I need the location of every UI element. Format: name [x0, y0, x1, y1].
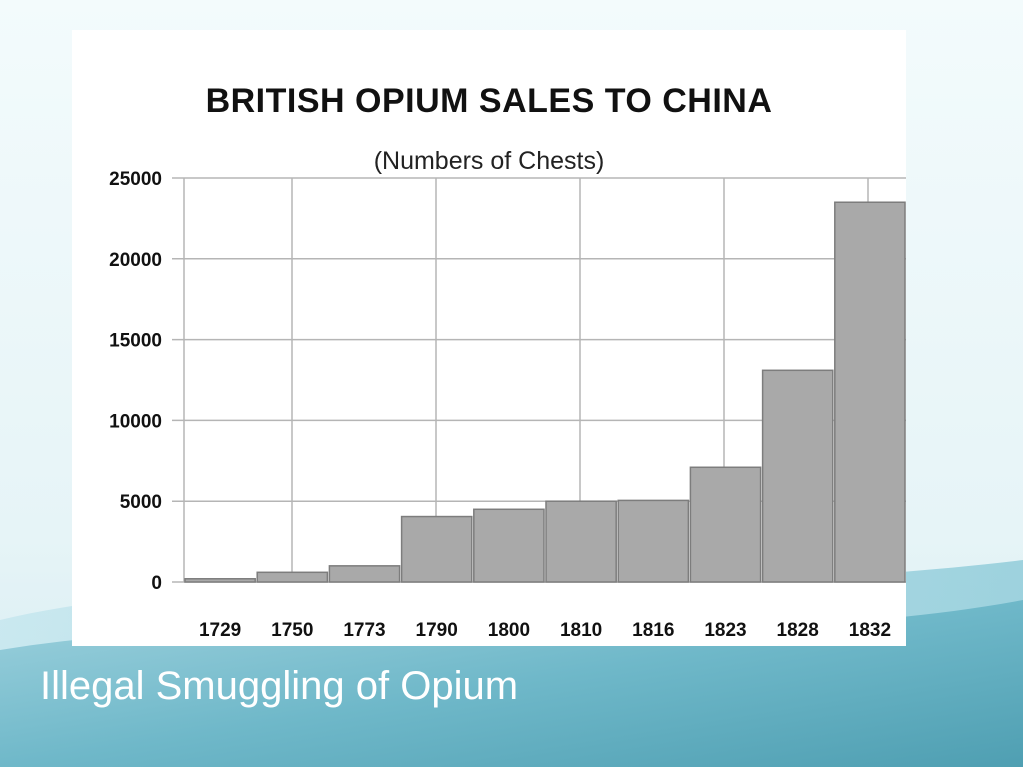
slide-caption: Illegal Smuggling of Opium: [40, 664, 519, 708]
x-tick-label-1810: 1810: [560, 620, 602, 641]
chart-subtitle: (Numbers of Chests): [373, 147, 605, 175]
x-tick-label-1773: 1773: [343, 620, 385, 641]
y-tick-label: 5000: [120, 492, 162, 513]
bar-1816: [617, 499, 690, 583]
bar-1729: [184, 578, 256, 583]
bar-1823: [689, 466, 762, 583]
y-tick-label: 25000: [109, 169, 162, 190]
chart-title: BRITISH OPIUM SALES TO CHINA: [205, 82, 773, 120]
bar-1750: [256, 571, 329, 583]
y-tick-label: 20000: [109, 250, 162, 271]
y-tick-labels: 0 5000 10000 15000 20000 25000: [109, 169, 162, 594]
y-tick-label: 10000: [109, 411, 162, 432]
bar-1773: [328, 565, 401, 583]
x-tick-label-1828: 1828: [777, 620, 819, 641]
bar-1810: [545, 500, 617, 583]
bar-1800: [473, 508, 545, 583]
x-tick-label-1800: 1800: [488, 620, 530, 641]
y-tick-label: 0: [151, 573, 162, 594]
bars: [184, 201, 906, 583]
x-tick-label-1750: 1750: [271, 620, 313, 641]
x-tick-labels: 1729 1750 1773 1790 1800 1810 1816 1823 1828 1832: [199, 620, 891, 641]
chart-panel: 0 5000 10000 15000 20000 25000 1729 1750 1773 17…: [72, 30, 906, 646]
y-tick-label: 15000: [109, 331, 162, 352]
x-tick-label-1832: 1832: [849, 620, 891, 641]
x-tick-label-1816: 1816: [632, 620, 674, 641]
bar-1832: [834, 201, 906, 583]
x-tick-label-1790: 1790: [416, 620, 458, 641]
x-tick-label-1729: 1729: [199, 620, 241, 641]
bar-1790: [400, 515, 473, 583]
x-tick-label-1823: 1823: [704, 620, 746, 641]
bar-1828: [761, 369, 834, 583]
